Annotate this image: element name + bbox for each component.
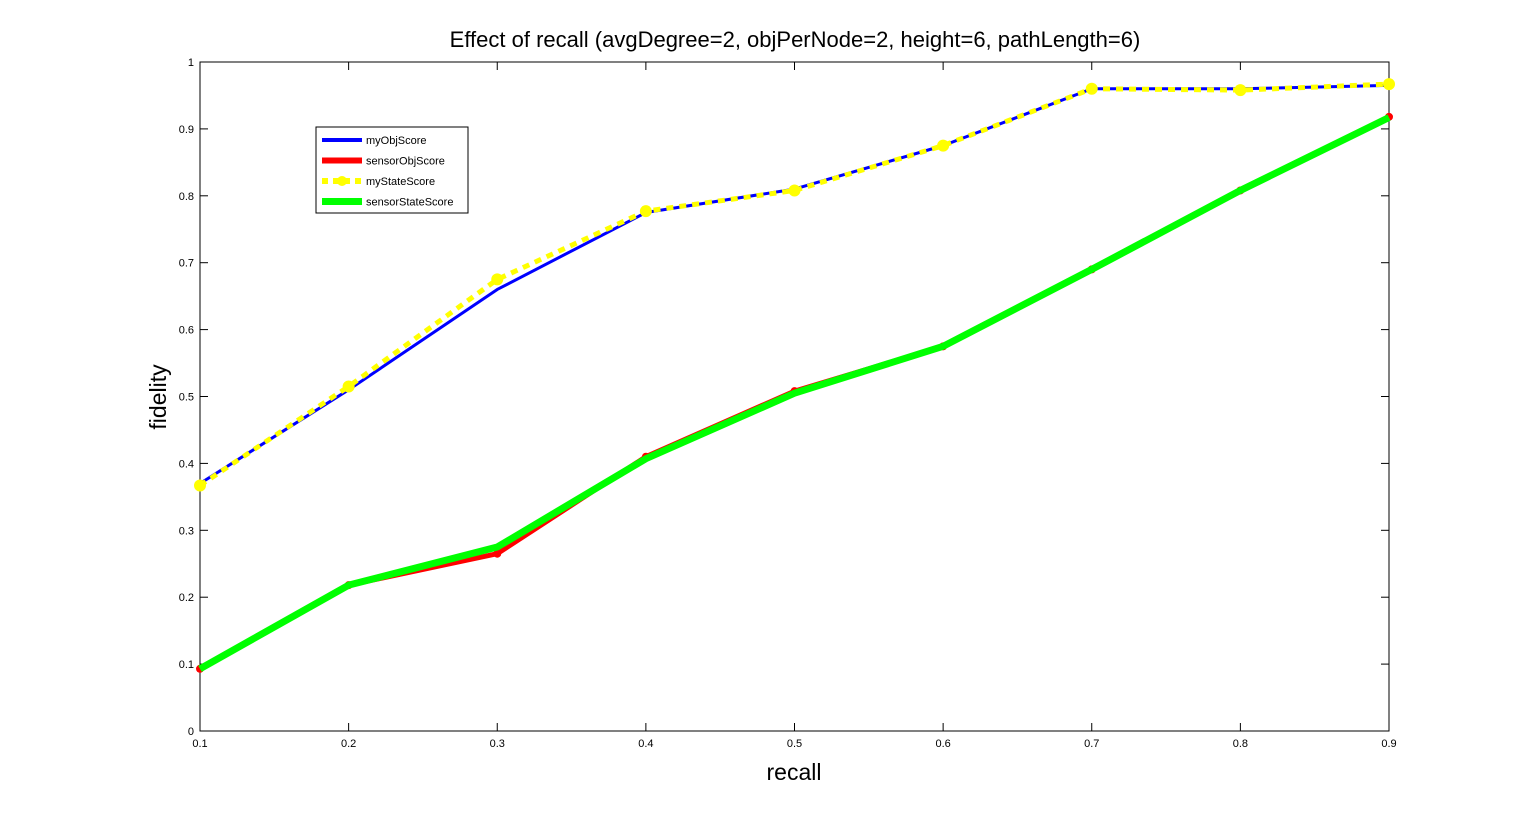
legend-marker-myStateScore	[337, 176, 347, 186]
legend-label-myObjScore: myObjScore	[366, 135, 427, 147]
data-point-myStateScore	[639, 205, 652, 218]
y-tick-label: 0.4	[179, 458, 194, 470]
legend-label-sensorStateScore: sensorStateScore	[366, 197, 453, 209]
legend-label-sensorObjScore: sensorObjScore	[366, 156, 445, 168]
data-point-myStateScore	[937, 139, 950, 152]
legend-label-myStateScore: myStateScore	[366, 176, 435, 188]
chart-title: Effect of recall (avgDegree=2, objPerNod…	[450, 27, 1141, 52]
y-tick-label: 0.7	[179, 258, 194, 270]
x-tick-label: 0.7	[1084, 738, 1099, 750]
series-sensorStateScore	[198, 114, 1391, 672]
data-point-myStateScore	[491, 273, 504, 286]
data-point-myStateScore	[788, 184, 801, 197]
data-point-myStateScore	[342, 380, 355, 393]
x-tick-label: 0.3	[490, 738, 505, 750]
y-tick-label: 0.5	[179, 392, 194, 404]
x-tick-label: 0.2	[341, 738, 356, 750]
y-tick-label: 0.1	[179, 659, 194, 671]
y-axis-title: fidelity	[145, 364, 171, 430]
data-point-myStateScore	[1085, 82, 1098, 95]
x-axis: 0.1 0.2 0.3 0.4 0.5 0.6 0.7 0.8 0.9	[192, 62, 1397, 750]
series-myStateScore	[194, 78, 1395, 492]
series-line-sensorStateScore	[198, 114, 1391, 672]
y-axis: 0 0.1 0.2 0.3 0.4 0.5 0.6 0.7 0.8 0.9 1	[179, 57, 1389, 738]
y-tick-label: 0.6	[179, 325, 194, 337]
x-tick-label: 0.8	[1233, 738, 1248, 750]
y-tick-label: 0.9	[179, 124, 194, 136]
y-tick-label: 0.2	[179, 592, 194, 604]
legend-marker-sensorObjScore	[339, 157, 345, 164]
data-point-myStateScore	[194, 479, 206, 492]
x-tick-label: 0.9	[1381, 738, 1396, 750]
data-point-sensorObjScore	[493, 549, 502, 558]
data-point-myStateScore	[1234, 84, 1247, 97]
y-tick-label: 1	[188, 57, 194, 69]
y-tick-label: 0.8	[179, 191, 194, 203]
series-line-myStateScore	[198, 81, 1390, 488]
y-tick-label: 0	[188, 726, 194, 738]
y-tick-label: 0.3	[179, 525, 194, 537]
x-tick-label: 0.6	[935, 738, 950, 750]
data-point-myStateScore	[1383, 78, 1395, 91]
x-tick-label: 0.5	[787, 738, 802, 750]
x-tick-label: 0.4	[638, 738, 653, 750]
x-axis-title: recall	[767, 759, 822, 785]
x-tick-label: 0.1	[192, 738, 207, 750]
legend: myObjScore sensorObjScore myStateScore sens…	[315, 126, 469, 214]
series-layer	[194, 78, 1395, 673]
